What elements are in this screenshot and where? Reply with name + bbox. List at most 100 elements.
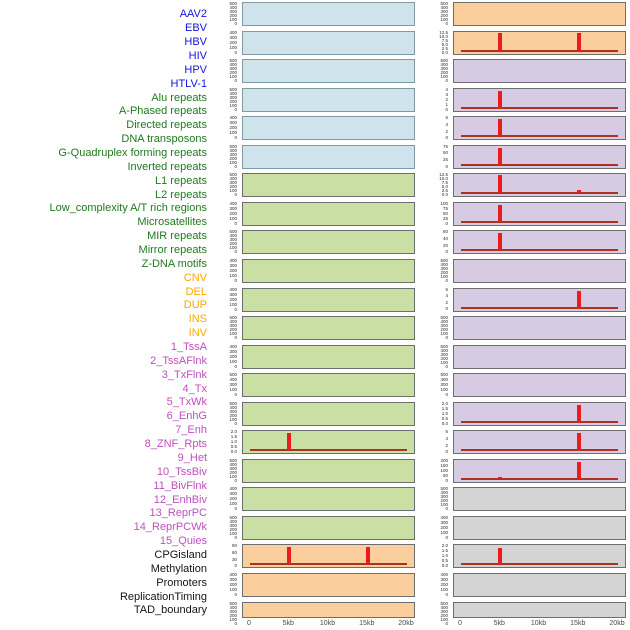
y-tick-label: 300 [229,66,237,72]
y-tick-label: 400 [229,147,237,153]
y-tick-label: 400 [440,347,448,353]
y-tick-label: 1 [445,101,448,107]
y-tick-label: 0 [234,363,237,369]
y-tick-label: 300 [229,323,237,329]
y-tick-label: 300 [229,522,237,528]
track-panel [242,601,415,619]
x-tick-label: 15kb [570,620,586,627]
density-baseline [461,49,618,52]
y-tick-label: 0 [234,249,237,255]
y-tick-label: 100 [440,387,448,393]
y-tick-label: 1.0 [441,410,448,416]
density-baseline [461,192,618,195]
y-tick-label: 100 [229,188,237,194]
y-tick-label: 6 [445,429,448,435]
y-axis-ticks: 500 400 300 200 100 0 [425,315,448,341]
y-tick-label: 400 [440,319,448,325]
row-label: 15_Quies [159,535,207,548]
y-tick-label: 100 [229,358,237,364]
y-tick-label: 10.0 [439,176,448,182]
density-spike [287,433,292,451]
row-label: Microsatellites [137,216,207,229]
y-tick-label: 300 [440,577,448,582]
y-tick-label: 100 [229,616,237,622]
y-tick-label: 100 [440,502,448,508]
y-tick-label: 2.5 [441,188,448,194]
y-tick-label: 200 [229,469,237,475]
y-tick-label: 0 [234,49,237,55]
y-tick-label: 0 [234,21,237,26]
y-tick-label: 500 [229,600,237,606]
track-panel [242,544,415,569]
y-tick-label: 200 [229,184,237,190]
y-axis-ticks: 400 300 200 100 0 [425,515,448,540]
y-axis-ticks: 500 400 300 200 100 0 [425,600,448,626]
y-tick-label: 400 [229,115,237,121]
y-tick-label: 200 [440,13,448,18]
row-label: EBV [184,22,207,35]
y-tick-label: 0 [234,220,237,226]
y-tick-label: 500 [229,400,237,406]
track-panel [453,173,626,198]
row-label: 2_TssAFlnk [150,354,207,367]
y-tick-label: 100 [440,331,448,337]
y-tick-label: 0 [234,163,237,169]
row-label: Directed repeats [126,119,207,132]
y-tick-label: 0.0 [441,563,448,569]
density-spike [576,433,581,451]
row-label-column: AAV2 EBV HBV HIV HPV HTLV-1 Alu repeats A-Phase… [0,8,207,618]
track-panel [453,287,626,312]
y-axis-ticks: 500 400 300 200 100 0 [425,487,448,512]
y-tick-label: 100 [440,529,448,535]
track-panel [242,401,415,426]
y-tick-label: 12.5 [439,172,448,178]
track-panel [453,258,626,283]
y-tick-label: 300 [440,9,448,14]
y-tick-label: 300 [229,205,237,211]
y-tick-label: 400 [229,604,237,610]
y-tick-label: 0 [445,335,448,341]
density-baseline [250,563,407,566]
y-axis-ticks: 400 300 200 100 0 [214,201,237,226]
row-label: 1_TssA [170,341,207,354]
row-label: 5_TxWk [166,396,207,409]
y-tick-label: 200 [229,612,237,618]
y-tick-label: 200 [440,582,448,587]
track-panel [242,487,415,512]
y-axis-ticks: 60 40 20 0 [425,230,448,254]
y-tick-label: 500 [440,600,448,606]
density-baseline [461,449,618,452]
y-tick-label: 100 [229,301,237,307]
density-spike [498,90,503,108]
y-tick-label: 300 [229,34,237,40]
y-tick-label: 100 [440,74,448,80]
y-tick-label: 4 [445,435,448,441]
density-spike [498,204,503,222]
y-axis-ticks: 400 300 200 100 0 [214,344,237,369]
track-panel [242,116,415,141]
y-tick-label: 400 [229,233,237,239]
density-spike [576,461,581,479]
y-tick-label: 200 [229,155,237,161]
x-tick-label: 0 [458,620,462,627]
y-tick-label: 300 [229,408,237,414]
y-axis-ticks: 500 400 300 200 100 0 [214,144,237,169]
y-tick-label: 400 [229,572,237,577]
y-tick-label: 500 [229,229,237,235]
y-tick-label: 200 [440,612,448,618]
y-tick-label: 0.5 [441,415,448,421]
y-tick-label: 100 [229,501,237,507]
y-axis-ticks: 400 300 200 100 0 [214,487,237,512]
y-axis-ticks: 500 400 300 200 100 0 [214,229,237,255]
row-label: Alu repeats [151,91,207,104]
track-panel [453,59,626,84]
row-label: Methylation [150,562,207,575]
row-label: AAV2 [179,8,207,21]
y-axis-ticks: 500 400 300 100 0 [214,372,237,397]
row-label: Mirror repeats [138,244,207,257]
y-tick-label: 40 [442,236,448,242]
y-tick-label: 0 [445,163,448,169]
track-panel [453,116,626,141]
y-tick-label: 300 [229,465,237,471]
y-tick-label: 300 [440,519,448,525]
